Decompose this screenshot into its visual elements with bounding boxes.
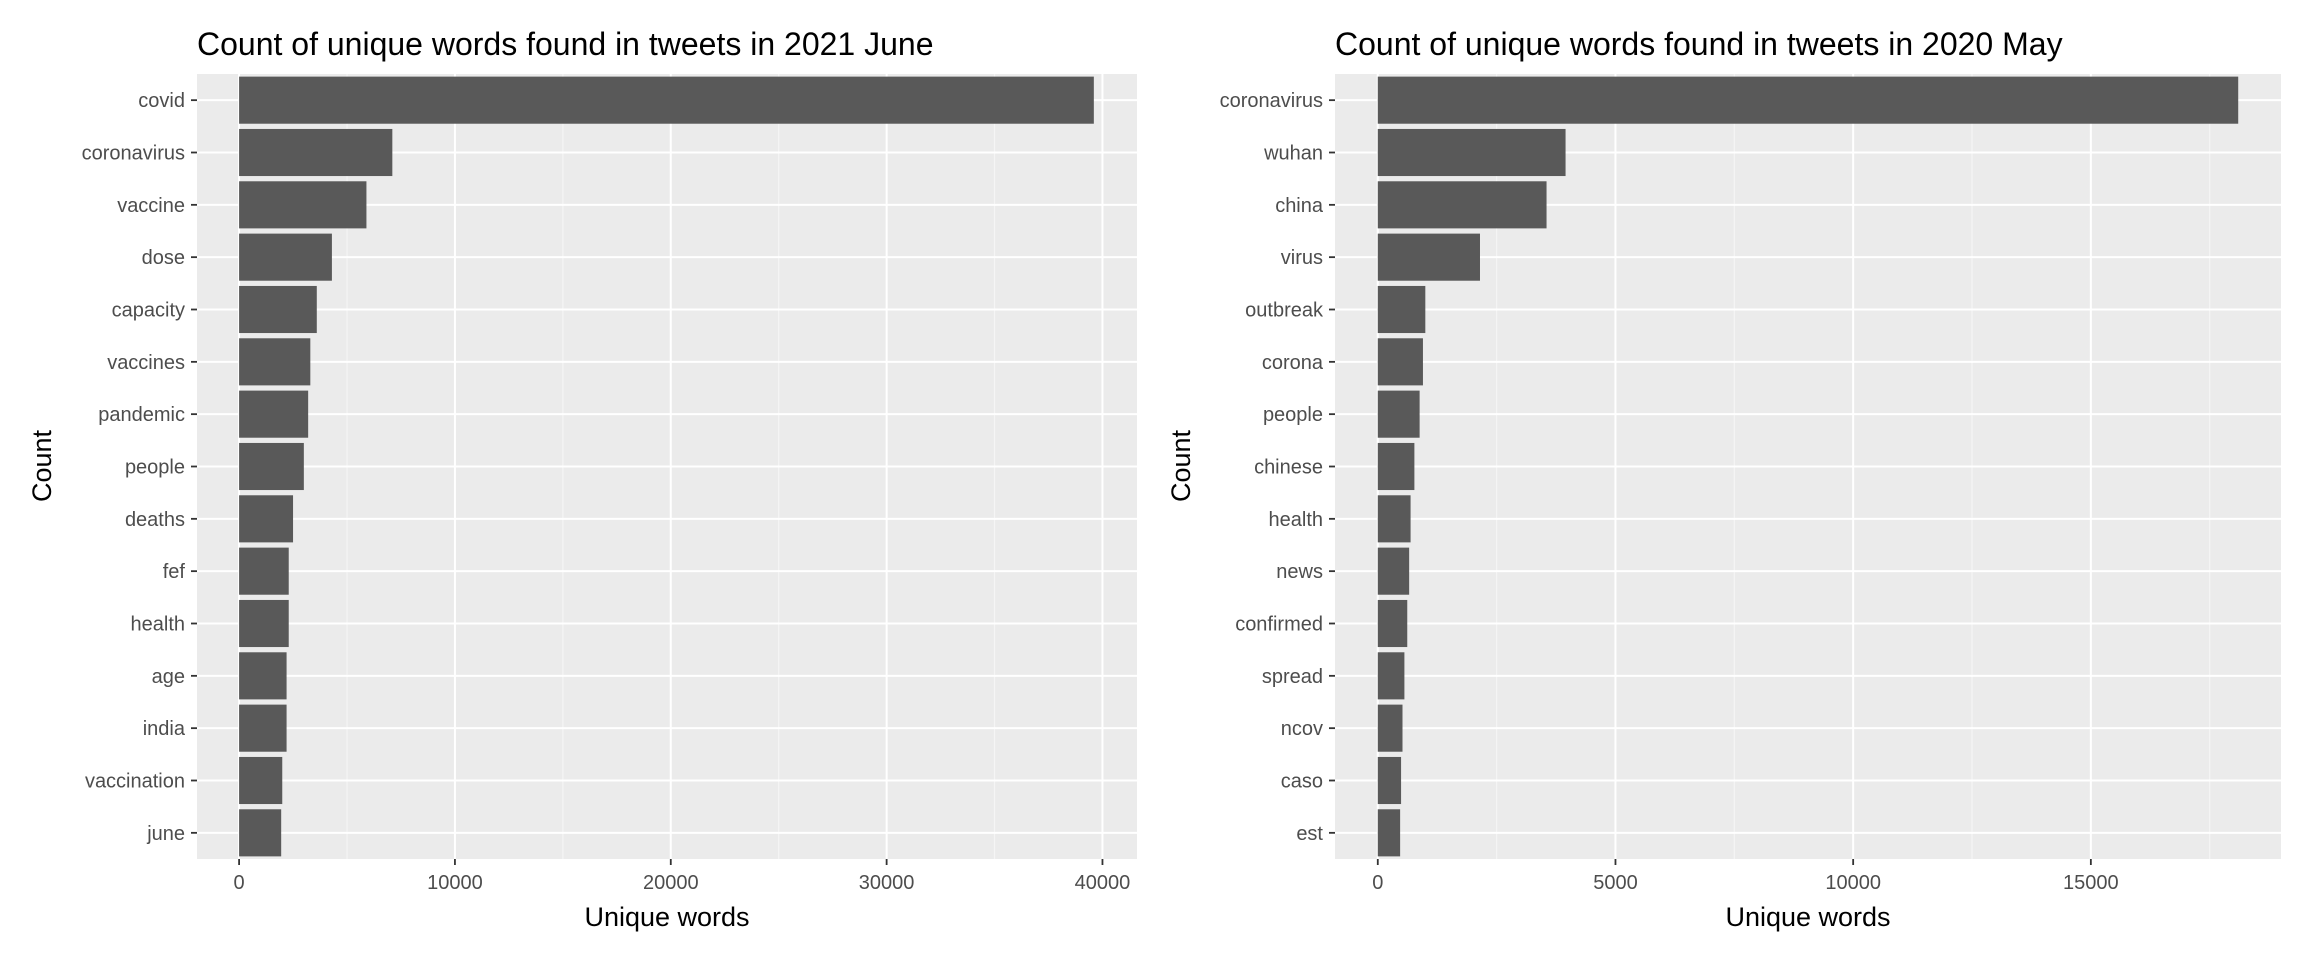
bar-fef [239,547,289,595]
bar-china [1377,181,1547,229]
y-tick-label: june [146,823,185,845]
x-tick-label: 0 [234,872,245,894]
y-axis-title: Count [27,429,57,502]
x-axis-title: Unique words [1725,902,1890,932]
x-tick-label: 0 [1372,872,1383,894]
bar-people [1377,390,1420,438]
x-axis: 0 10000 20000 30000 40000 [234,859,1131,894]
bar-vaccines [239,338,311,386]
y-tick-label: india [143,718,186,740]
y-tick-label: people [125,457,185,479]
x-axis-title: Unique words [584,902,749,932]
bar-coronavirus [1377,76,2239,124]
y-tick-label: health [131,614,186,636]
x-tick-label: 30000 [859,872,915,894]
y-tick-label: deaths [125,509,185,531]
y-tick-label: corona [1262,352,1324,374]
y-tick-label: health [1269,509,1324,531]
y-tick-label: caso [1281,771,1323,793]
y-tick-label: vaccination [85,771,185,793]
bar-vaccination [239,756,283,805]
y-tick-label: ncov [1281,718,1323,740]
y-tick-label: outbreak [1245,300,1324,322]
y-axis: coronavirus wuhan china virus outbreak corona… [1220,90,1335,845]
y-tick-label: coronavirus [82,143,185,165]
bar-india [239,704,287,752]
chart-panel-2020-may: Count of unique words found in tweets in… [1166,26,2281,932]
x-tick-label: 10000 [1825,872,1881,894]
y-tick-label: wuhan [1263,143,1323,165]
y-tick-label: covid [138,90,185,112]
chart-title: Count of unique words found in tweets in… [1335,26,2063,62]
bar-spread [1377,652,1405,700]
y-tick-label: spread [1262,666,1323,688]
y-tick-label: dose [142,247,185,269]
y-tick-label: coronavirus [1220,90,1323,112]
y-tick-label: people [1263,404,1323,426]
x-tick-label: 20000 [643,872,699,894]
bar-age [239,652,287,700]
bar-ncov [1377,704,1403,752]
x-tick-label: 15000 [2063,872,2119,894]
y-tick-label: virus [1281,247,1323,269]
bars [239,76,1094,857]
x-tick-label: 10000 [427,872,483,894]
y-tick-label: vaccine [117,195,185,217]
y-axis-title: Count [1166,429,1196,502]
x-tick-label: 40000 [1075,872,1131,894]
y-tick-label: chinese [1254,457,1323,479]
bar-deaths [239,495,294,543]
y-tick-label: china [1275,195,1324,217]
bar-caso [1377,756,1402,805]
bar-health [1377,495,1411,543]
y-tick-label: news [1276,561,1323,583]
bar-outbreak [1377,285,1426,334]
y-tick-label: est [1296,823,1323,845]
x-axis: 0 5000 10000 15000 [1372,859,2119,894]
y-tick-label: capacity [112,300,185,322]
bar-capacity [239,285,317,334]
x-tick-label: 5000 [1593,872,1638,894]
bars [1377,76,2239,857]
bar-health [239,599,289,648]
y-tick-label: confirmed [1235,614,1323,636]
bar-coronavirus [239,128,393,177]
bar-wuhan [1377,128,1566,177]
bar-news [1377,547,1410,595]
bar-chinese [1377,442,1415,491]
y-tick-label: fef [163,561,186,583]
y-axis: covid coronavirus vaccine dose capacity vacci… [82,90,197,845]
y-tick-label: age [152,666,185,688]
bar-est [1377,809,1401,857]
bar-june [239,809,282,857]
chart-panel-2021-june: Count of unique words found in tweets in… [27,26,1137,932]
bar-vaccine [239,181,367,229]
bar-corona [1377,338,1423,386]
bar-pandemic [239,390,309,438]
bar-dose [239,233,332,281]
y-tick-label: pandemic [98,404,185,426]
bar-virus [1377,233,1480,281]
chart-title: Count of unique words found in tweets in… [197,26,934,62]
y-tick-label: vaccines [107,352,185,374]
bar-people [239,442,304,491]
bar-confirmed [1377,599,1408,648]
bar-covid [239,76,1094,124]
